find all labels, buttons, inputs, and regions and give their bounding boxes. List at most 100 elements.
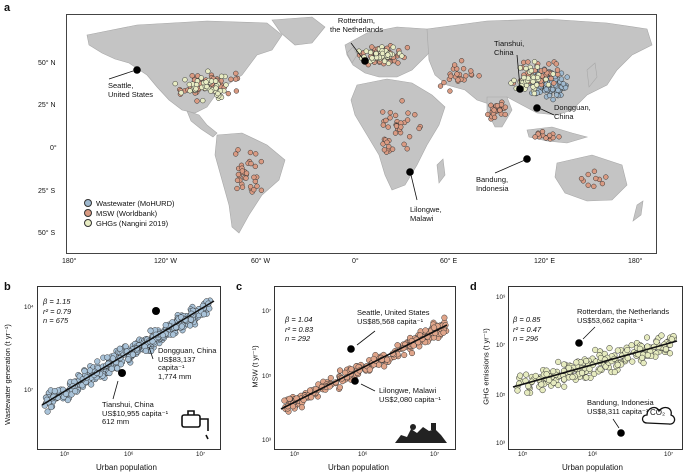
panel-b-point-tianshui (118, 369, 126, 377)
panel-d-data-point (583, 374, 590, 381)
map-city-point (380, 109, 386, 115)
map-city-point (367, 49, 374, 56)
map-city-point (585, 182, 591, 188)
panel-d-data-point (565, 364, 572, 371)
panel-d-xlabel: Urban population (562, 463, 623, 472)
map-city-point (213, 85, 219, 91)
panel-b-data-point (44, 408, 51, 415)
panel-d-fit-line (512, 340, 678, 388)
panel-d-xtick-1e5: 10⁵ (518, 451, 528, 458)
map-annotation-lilongwe: Lilongwe, Malawi (410, 205, 442, 223)
map-city-point (198, 75, 204, 81)
map-city-point (543, 86, 549, 92)
legend-item-wastewater: Wastewater (MoHURD) (84, 198, 174, 208)
map-city-point (546, 92, 553, 99)
legend-item-ghg: GHGs (Nangini 2019) (84, 218, 174, 228)
panel-c-data-point (430, 324, 438, 331)
map-city-point (251, 187, 257, 193)
panel-c-xtick-1e5: 10⁵ (290, 451, 300, 458)
map-city-point (399, 53, 405, 59)
map-city-point (186, 81, 192, 88)
panel-b-beta: β = 1.15 (43, 297, 71, 306)
map-city-point (381, 58, 388, 64)
map-city-point (248, 160, 254, 167)
panel-d-arrow-bandung (612, 418, 620, 429)
map-city-point (215, 90, 221, 97)
map-city-point (239, 184, 246, 190)
panel-c-label: c (236, 281, 243, 293)
panel-b-r2: r² = 0.79 (43, 306, 72, 316)
panel-d-xtick-1e6: 10⁶ (588, 451, 598, 458)
panel-d-data-point (583, 357, 590, 365)
map-point-lilongwe (406, 168, 414, 176)
panel-c-data-point (441, 314, 448, 321)
map-city-point (233, 88, 240, 94)
map-city-point (543, 135, 549, 141)
map-city-point (395, 60, 401, 66)
lon-label-0: 0° (352, 258, 359, 265)
panel-c-data-point (327, 374, 334, 382)
panel-c-ylabel: MSW (t yr⁻¹) (250, 345, 260, 388)
map-city-point (523, 65, 529, 72)
panel-b-annotation-dongguan: Dongguan, China US$83,137 capita⁻¹ 1,774 m… (158, 346, 217, 381)
panel-b-xtick-1e6: 10⁶ (124, 451, 134, 458)
map-city-point (252, 163, 258, 170)
panel-b-data-point (170, 331, 177, 338)
map-city-point (545, 82, 552, 88)
map-city-point (551, 80, 557, 86)
panel-b-data-point (51, 388, 58, 395)
panel-d-data-point (643, 334, 651, 341)
panel-d-ytick-1e9: 10⁹ (496, 294, 506, 301)
panel-b-data-point (72, 388, 79, 395)
map-city-point (182, 77, 188, 83)
legend-label-msw: MSW (Worldbank) (96, 208, 158, 218)
map-points (172, 43, 609, 195)
panel-d-label: d (470, 281, 477, 293)
panel-d-data-point (514, 387, 521, 394)
panel-c-n: n = 292 (285, 334, 311, 343)
map-city-point (599, 180, 606, 187)
panel-c-data-point (366, 366, 373, 373)
map-city-point (455, 77, 461, 83)
map-city-point (218, 73, 225, 79)
panel-d-data-point (550, 368, 557, 375)
panel-d-data-point (614, 347, 621, 354)
map-city-point (398, 124, 404, 130)
panel-b-ylabel: Wastewater generation (t yr⁻¹) (3, 324, 12, 425)
panel-c-annotation-lilongwe: Lilongwe, Malawi US$2,080 capita⁻¹ (379, 386, 441, 404)
panel-d-r2: r² = 0.47 (513, 324, 542, 334)
map-city-point (531, 59, 538, 65)
panel-d-arrow-rotterdam (582, 326, 596, 340)
map-city-point (406, 134, 413, 140)
panel-b-data-point (81, 368, 88, 375)
panel-d-annotation-rotterdam: Rotterdam, the Netherlands US$53,662 capi… (577, 307, 670, 325)
panel-d-ytick-1e5: 10⁵ (496, 392, 506, 399)
panel-b-data-point (125, 356, 132, 363)
lat-label-50n: 50° N (38, 60, 56, 67)
panel-d-ylabel: GHG emissions (t yr⁻¹) (481, 328, 491, 405)
panel-d-data-point (525, 383, 532, 390)
legend-item-msw: MSW (Worldbank) (84, 208, 174, 218)
panel-c-data-point (401, 351, 408, 359)
map-city-point (247, 184, 254, 190)
map-city-point (531, 90, 537, 97)
map-city-point (532, 134, 538, 140)
panel-b-data-point (122, 343, 129, 350)
panel-d-annotation-bandung: Bandung, Indonesia US$8,311 capita⁻¹ (587, 398, 654, 416)
panel-d-data-point (573, 359, 580, 366)
map-city-point (525, 59, 531, 65)
map-city-point (511, 77, 517, 84)
map-annotation-arrows (108, 42, 555, 201)
panel-b-canvas (41, 297, 215, 415)
map-city-point (550, 71, 556, 77)
panel-d-data-point (543, 371, 550, 378)
map-city-point (369, 55, 375, 61)
panel-b-data-point (187, 322, 194, 329)
lon-label-120e: 120° E (534, 258, 556, 265)
map-city-point (460, 66, 467, 72)
map-city-point (247, 149, 254, 156)
lat-label-25s: 25° S (38, 188, 56, 195)
panel-c-arrow-seattle (356, 330, 376, 346)
panel-d-data-point (586, 365, 593, 372)
panel-b-point-dongguan (152, 307, 160, 315)
